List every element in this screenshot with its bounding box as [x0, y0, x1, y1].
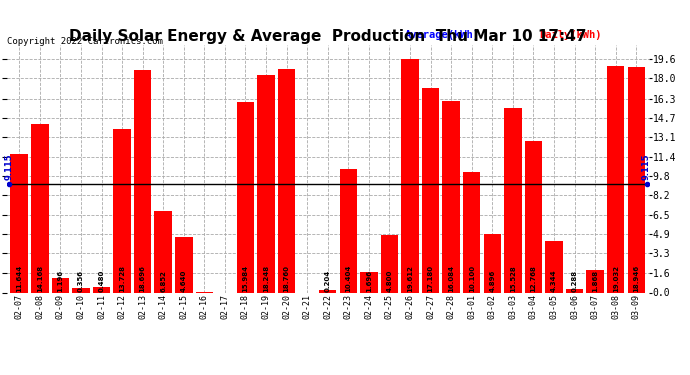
- Text: 9.115: 9.115: [642, 154, 651, 180]
- Bar: [627, 67, 645, 292]
- Text: 18.946: 18.946: [633, 265, 639, 292]
- Text: 18.760: 18.760: [284, 265, 290, 292]
- Bar: [319, 290, 337, 292]
- Bar: [586, 270, 604, 292]
- Text: 18.248: 18.248: [263, 265, 269, 292]
- Text: 10.100: 10.100: [469, 265, 475, 292]
- Text: 4.640: 4.640: [181, 270, 187, 292]
- Text: 15.528: 15.528: [510, 265, 516, 292]
- Text: 9.115: 9.115: [4, 154, 14, 180]
- Text: 0.480: 0.480: [99, 270, 104, 292]
- Bar: [175, 237, 193, 292]
- Text: 1.696: 1.696: [366, 270, 372, 292]
- Bar: [381, 236, 398, 292]
- Bar: [72, 288, 90, 292]
- Bar: [155, 211, 172, 292]
- Bar: [422, 88, 440, 292]
- Text: 19.612: 19.612: [407, 265, 413, 292]
- Bar: [504, 108, 522, 292]
- Text: 0.204: 0.204: [325, 270, 331, 292]
- Bar: [607, 66, 624, 292]
- Bar: [524, 141, 542, 292]
- Text: 12.768: 12.768: [531, 265, 536, 292]
- Text: 4.800: 4.800: [386, 270, 393, 292]
- Bar: [442, 101, 460, 292]
- Text: 17.180: 17.180: [428, 265, 433, 292]
- Bar: [10, 154, 28, 292]
- Bar: [545, 241, 563, 292]
- Bar: [402, 59, 419, 292]
- Text: Copyright 2022 Cartronics.com: Copyright 2022 Cartronics.com: [7, 38, 163, 46]
- Bar: [339, 169, 357, 292]
- Bar: [484, 234, 501, 292]
- Text: 4.344: 4.344: [551, 269, 557, 292]
- Text: 16.084: 16.084: [448, 265, 454, 292]
- Text: Average(kWh): Average(kWh): [405, 30, 480, 40]
- Text: 1.868: 1.868: [592, 270, 598, 292]
- Text: 6.852: 6.852: [160, 270, 166, 292]
- Bar: [52, 278, 69, 292]
- Text: 14.168: 14.168: [37, 265, 43, 292]
- Bar: [92, 287, 110, 292]
- Bar: [278, 69, 295, 292]
- Text: 19.032: 19.032: [613, 265, 619, 292]
- Bar: [360, 272, 377, 292]
- Bar: [257, 75, 275, 292]
- Text: 18.696: 18.696: [139, 265, 146, 292]
- Text: 0.288: 0.288: [571, 270, 578, 292]
- Bar: [566, 289, 583, 292]
- Text: 13.728: 13.728: [119, 265, 125, 292]
- Text: 10.404: 10.404: [345, 264, 351, 292]
- Bar: [31, 124, 48, 292]
- Text: 11.644: 11.644: [17, 265, 22, 292]
- Title: Daily Solar Energy & Average  Production  Thu Mar 10 17:47: Daily Solar Energy & Average Production …: [69, 29, 586, 44]
- Bar: [134, 70, 151, 292]
- Bar: [463, 172, 480, 292]
- Bar: [237, 102, 254, 292]
- Text: 4.896: 4.896: [489, 270, 495, 292]
- Text: 0.356: 0.356: [78, 270, 84, 292]
- Text: Daily(kWh): Daily(kWh): [540, 30, 602, 40]
- Text: 1.196: 1.196: [57, 270, 63, 292]
- Bar: [113, 129, 131, 292]
- Text: 15.984: 15.984: [242, 265, 248, 292]
